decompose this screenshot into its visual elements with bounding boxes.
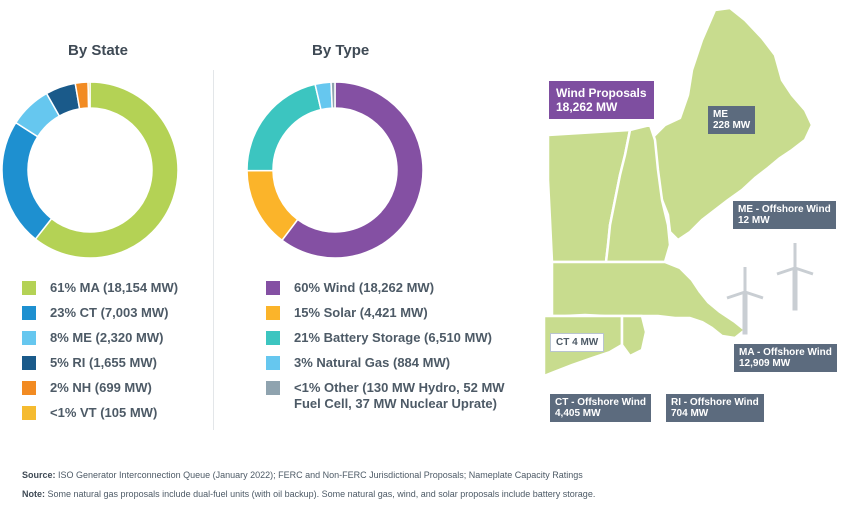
- legend-label: <1% Other (130 MW Hydro, 52 MW Fuel Cell,…: [294, 380, 505, 411]
- legend-label: 61% MA (18,154 MW): [50, 280, 179, 295]
- legend-label: 3% Natural Gas (884 MW): [294, 355, 451, 370]
- legend-swatch: [22, 281, 36, 295]
- slice-vt: [87, 81, 91, 109]
- legend-label: 2% NH (699 MW): [50, 380, 152, 395]
- by-state-donut-chart: [1, 81, 179, 259]
- turbine-icon: [776, 243, 814, 311]
- legend-label: 8% ME (2,320 MW): [50, 330, 164, 345]
- legend-swatch: [266, 306, 280, 320]
- legend-label: 15% Solar (4,421 MW): [294, 305, 428, 320]
- map-land: [542, 6, 814, 378]
- ct-label: CT 4 MW: [550, 333, 605, 352]
- legend-swatch: [266, 356, 280, 370]
- slice-wind: [280, 81, 424, 259]
- legend-label: 21% Battery Storage (6,510 MW): [294, 330, 492, 345]
- legend-swatch: [266, 331, 280, 345]
- me-offshore-label: ME - Offshore Wind 12 MW: [733, 201, 836, 229]
- legend-label: 23% CT (7,003 MW): [50, 305, 169, 320]
- wind-turbines: [726, 243, 814, 335]
- legend-label: 60% Wind (18,262 MW): [294, 280, 435, 295]
- legend-swatch: [266, 281, 280, 295]
- ma-offshore-label: MA - Offshore Wind 12,909 MW: [734, 344, 837, 372]
- legend-label: 5% RI (1,655 MW): [50, 355, 157, 370]
- slice-ct: [1, 121, 53, 241]
- slice-ma: [34, 81, 179, 259]
- by-type-donut-chart: [246, 81, 424, 259]
- wind-proposals-label: Wind Proposals 18,262 MW: [549, 81, 654, 119]
- ct-offshore-label: CT - Offshore Wind 4,405 MW: [550, 394, 652, 422]
- legend-swatch: [22, 356, 36, 370]
- me-label: ME 228 MW: [708, 106, 756, 134]
- legend-swatch: [22, 306, 36, 320]
- by-state-title: By State: [68, 42, 129, 59]
- by-type-title: By Type: [312, 42, 370, 59]
- slice-battery-storage: [246, 83, 322, 172]
- footnote: Note: Some natural gas proposals include…: [22, 489, 596, 499]
- divider: [213, 70, 214, 430]
- legend-swatch: [266, 381, 280, 395]
- turbine-icon: [726, 267, 764, 335]
- legend-swatch: [22, 381, 36, 395]
- legend-label: <1% VT (105 MW): [50, 405, 158, 420]
- legend-swatch: [22, 406, 36, 420]
- slice-other: [330, 81, 336, 109]
- state-ri: [620, 314, 648, 358]
- source-note: Source: ISO Generator Interconnection Qu…: [22, 470, 583, 480]
- slice-solar: [246, 169, 299, 242]
- legend-swatch: [22, 331, 36, 345]
- by-state-legend: 61% MA (18,154 MW) 23% CT (7,003 MW) 8% ME…: [22, 280, 212, 440]
- by-type-legend: 60% Wind (18,262 MW) 15% Solar (4,421 MW)…: [266, 280, 516, 440]
- ri-offshore-label: RI - Offshore Wind 704 MW: [666, 394, 764, 422]
